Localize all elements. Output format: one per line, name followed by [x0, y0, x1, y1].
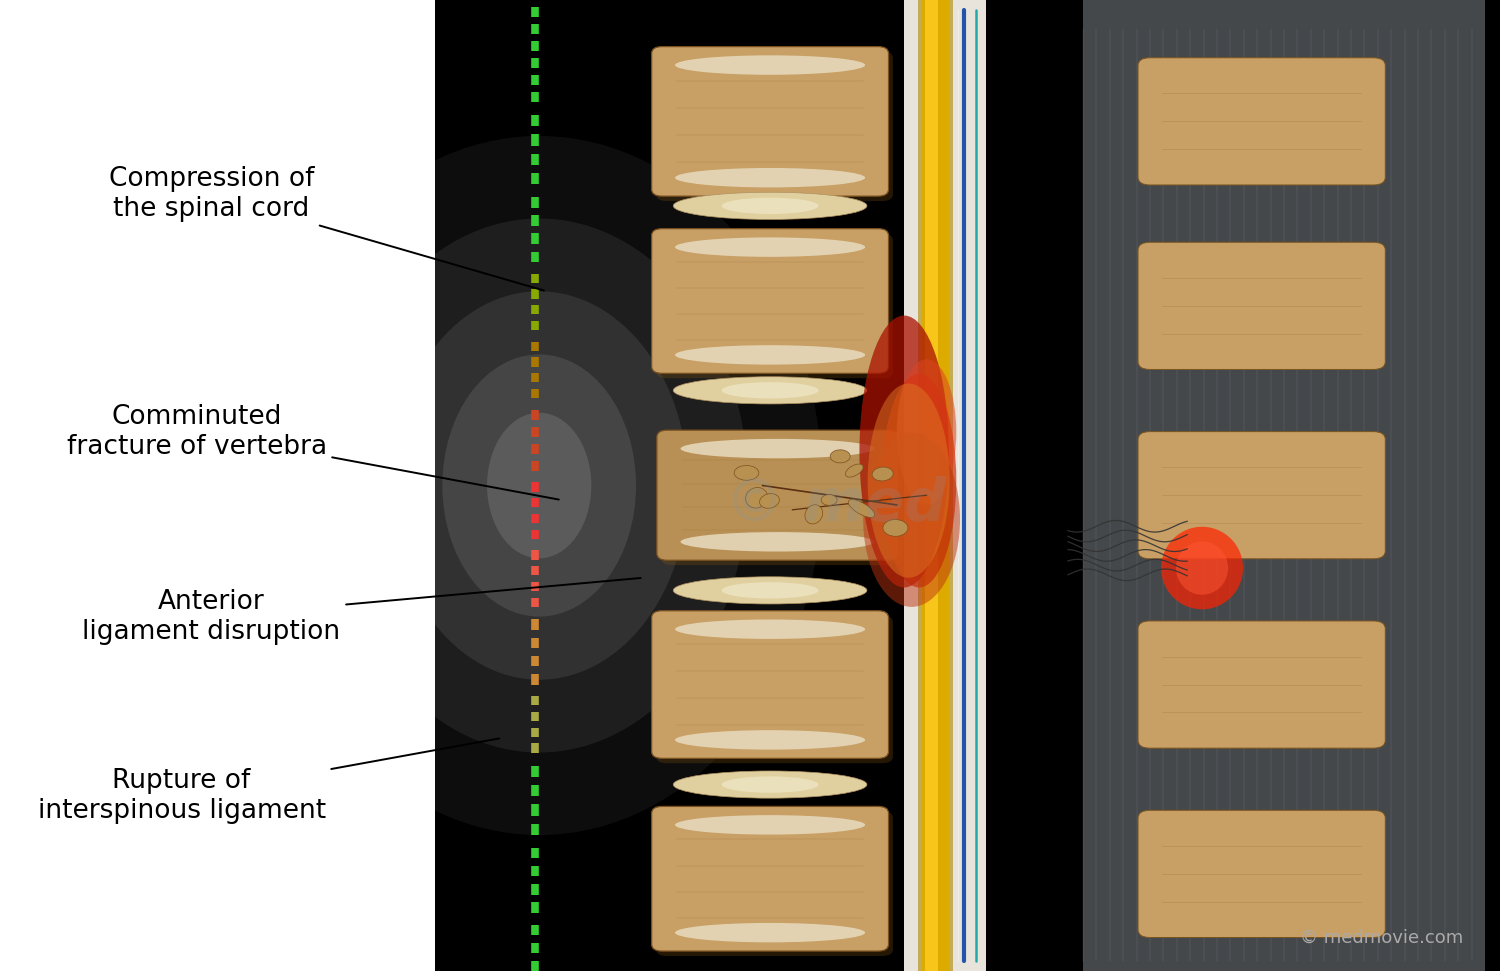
- Ellipse shape: [681, 532, 874, 552]
- Ellipse shape: [675, 168, 865, 187]
- Ellipse shape: [871, 467, 892, 481]
- Bar: [1083, 0, 1485, 971]
- Text: © med: © med: [726, 477, 946, 533]
- Ellipse shape: [897, 359, 957, 505]
- FancyBboxPatch shape: [1138, 58, 1386, 184]
- Bar: [926, 0, 939, 971]
- FancyBboxPatch shape: [656, 51, 892, 201]
- Ellipse shape: [674, 192, 867, 219]
- Ellipse shape: [675, 815, 865, 834]
- FancyBboxPatch shape: [656, 234, 892, 379]
- Text: Anterior
ligament disruption: Anterior ligament disruption: [82, 578, 640, 645]
- Ellipse shape: [862, 432, 960, 607]
- FancyBboxPatch shape: [651, 611, 888, 758]
- Ellipse shape: [821, 494, 837, 505]
- FancyBboxPatch shape: [657, 430, 898, 560]
- Ellipse shape: [722, 383, 819, 398]
- Ellipse shape: [867, 384, 950, 578]
- FancyBboxPatch shape: [656, 616, 892, 763]
- Ellipse shape: [675, 238, 865, 257]
- Ellipse shape: [846, 464, 862, 477]
- Ellipse shape: [674, 771, 867, 798]
- FancyBboxPatch shape: [662, 435, 903, 565]
- Ellipse shape: [884, 519, 908, 536]
- Text: Comminuted
fracture of vertebra: Comminuted fracture of vertebra: [66, 404, 560, 499]
- Ellipse shape: [722, 583, 819, 598]
- Ellipse shape: [722, 198, 819, 214]
- Ellipse shape: [681, 439, 874, 458]
- Bar: [922, 0, 950, 971]
- Ellipse shape: [759, 493, 780, 508]
- Ellipse shape: [675, 55, 865, 75]
- FancyBboxPatch shape: [651, 229, 888, 374]
- Ellipse shape: [675, 922, 865, 942]
- Ellipse shape: [675, 346, 865, 365]
- Ellipse shape: [882, 374, 957, 587]
- Ellipse shape: [330, 218, 747, 753]
- FancyBboxPatch shape: [1138, 621, 1386, 748]
- Ellipse shape: [859, 316, 950, 587]
- Ellipse shape: [847, 499, 874, 518]
- Ellipse shape: [806, 505, 822, 524]
- FancyBboxPatch shape: [1138, 431, 1386, 559]
- Text: Compression of
the spinal cord: Compression of the spinal cord: [108, 166, 544, 290]
- Ellipse shape: [722, 777, 819, 792]
- Bar: [918, 0, 954, 971]
- Ellipse shape: [1161, 526, 1244, 610]
- Text: © medmovie.com: © medmovie.com: [1299, 928, 1462, 947]
- FancyBboxPatch shape: [651, 806, 888, 952]
- Ellipse shape: [390, 291, 688, 680]
- Ellipse shape: [675, 730, 865, 750]
- Text: Rupture of
interspinous ligament: Rupture of interspinous ligament: [38, 739, 500, 824]
- Ellipse shape: [746, 487, 768, 508]
- Bar: [904, 0, 986, 971]
- Ellipse shape: [488, 413, 591, 558]
- Bar: [435, 0, 1500, 971]
- Ellipse shape: [1176, 542, 1228, 594]
- FancyBboxPatch shape: [651, 47, 888, 196]
- Ellipse shape: [675, 619, 865, 639]
- Ellipse shape: [734, 465, 759, 481]
- Ellipse shape: [830, 450, 850, 463]
- Ellipse shape: [442, 354, 636, 617]
- Ellipse shape: [674, 377, 867, 404]
- FancyBboxPatch shape: [1138, 810, 1386, 938]
- FancyBboxPatch shape: [656, 812, 892, 955]
- Ellipse shape: [674, 577, 867, 604]
- FancyBboxPatch shape: [1138, 243, 1386, 369]
- Ellipse shape: [256, 136, 822, 835]
